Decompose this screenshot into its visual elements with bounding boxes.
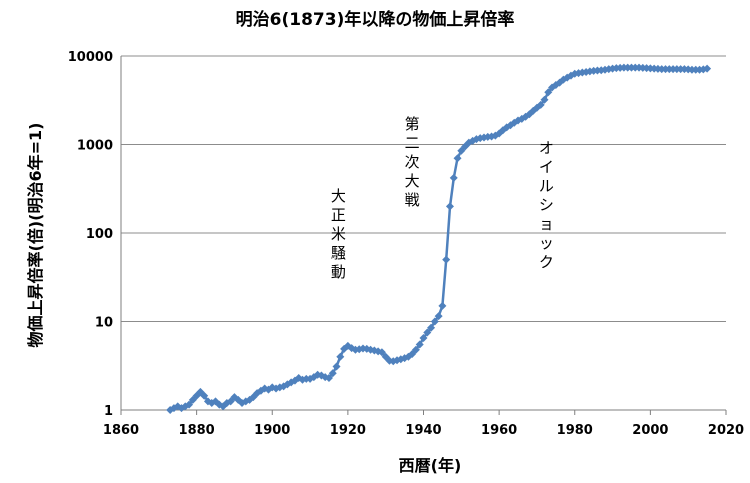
annotation-char: オ xyxy=(539,139,554,157)
x-tick-label: 1980 xyxy=(557,423,593,438)
y-axis-title: 物価上昇倍率(倍)(明治6年=1) xyxy=(26,123,45,348)
data-point xyxy=(540,95,549,104)
data-point xyxy=(332,362,341,371)
series xyxy=(166,63,712,414)
data-point xyxy=(408,349,417,358)
data-point xyxy=(445,202,454,211)
data-point xyxy=(200,391,209,400)
axes xyxy=(120,56,727,415)
data-point xyxy=(457,146,466,155)
data-point xyxy=(430,317,439,326)
data-point xyxy=(411,345,420,354)
y-tick-label: 1 xyxy=(104,404,113,419)
annotation-char: ッ xyxy=(539,234,554,252)
x-tick-label: 1860 xyxy=(103,423,139,438)
series-line xyxy=(169,66,708,412)
x-tick-label: 1900 xyxy=(254,423,290,438)
y-tick-label: 10 xyxy=(95,316,113,331)
x-tick-label: 2000 xyxy=(632,423,668,438)
data-point xyxy=(423,328,432,337)
chart-title: 明治6(1873)年以降の物価上昇倍率 xyxy=(236,9,515,30)
data-point xyxy=(449,173,458,182)
annotation-char: 第 xyxy=(405,115,420,133)
annotation-char: イ xyxy=(539,158,554,176)
data-point xyxy=(703,64,712,73)
x-tick-label: 1960 xyxy=(481,423,517,438)
annotation-char: 米 xyxy=(331,225,346,243)
annotation-char: 大 xyxy=(405,172,420,190)
x-axis-title: 西暦(年) xyxy=(399,456,462,475)
data-point xyxy=(438,301,447,310)
y-tick-label: 1000 xyxy=(77,139,113,154)
data-point xyxy=(324,373,333,382)
x-tick-label: 2020 xyxy=(708,423,744,438)
data-point xyxy=(442,255,451,264)
data-point xyxy=(427,323,436,332)
y-tick-label: 10000 xyxy=(68,50,113,65)
annotation-char: 正 xyxy=(331,206,346,224)
annotation-char: シ xyxy=(539,196,554,214)
data-point xyxy=(328,369,337,378)
annotation-char: ク xyxy=(539,253,554,271)
data-point xyxy=(419,334,428,343)
data-point xyxy=(434,312,443,321)
annotation-char: 次 xyxy=(405,153,420,171)
data-point xyxy=(536,100,545,109)
data-point xyxy=(377,348,386,357)
data-point xyxy=(453,154,462,163)
data-point xyxy=(336,352,345,361)
annotation-char: 大 xyxy=(331,187,346,205)
y-tick-label: 100 xyxy=(86,227,113,242)
annotation-char: 二 xyxy=(405,134,420,152)
annotation-char: 動 xyxy=(331,263,346,281)
annotation-char: 騒 xyxy=(331,244,346,262)
tick-labels: 1 10 100 1000 10000 1860 1880 1900 1920 1940 1960 1… xyxy=(68,50,744,438)
data-point xyxy=(544,88,553,97)
x-tick-label: 1920 xyxy=(330,423,366,438)
data-point xyxy=(226,397,235,406)
annotation-char: ル xyxy=(539,177,554,195)
x-tick-label: 1940 xyxy=(405,423,441,438)
annotation-char: ョ xyxy=(539,215,554,233)
data-point xyxy=(415,340,424,349)
x-tick-label: 1880 xyxy=(179,423,215,438)
data-point xyxy=(185,400,194,409)
annotation-char: 戦 xyxy=(405,191,420,209)
gridlines xyxy=(121,55,726,322)
